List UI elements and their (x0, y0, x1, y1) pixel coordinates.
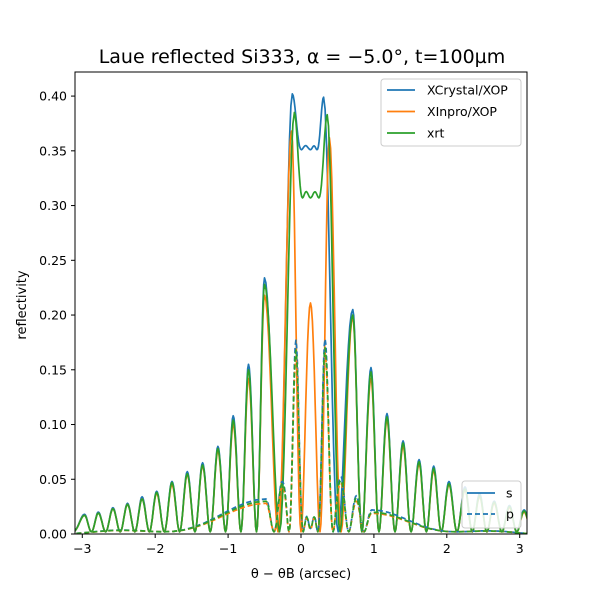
y-tick-label: 0.15 (39, 362, 67, 377)
x-tick-label: −3 (73, 541, 91, 556)
series-group (75, 93, 527, 534)
x-tick-label: 3 (516, 541, 524, 556)
chart-title: Laue reflected Si333, α = −5.0°, t=100µm (99, 46, 506, 68)
y-tick-label: 0.05 (39, 472, 67, 487)
y-tick-label: 0.40 (39, 89, 67, 104)
legend-label: p (506, 507, 514, 522)
y-axis-label: reflectivity (15, 270, 30, 340)
legend-series-box (380, 78, 522, 147)
axis-ticks: −3 −2 −1 0 1 2 3 0.00 0.05 0.10 0.15 0.20 0.25 0.30 0.… (39, 89, 524, 556)
x-tick-label: −2 (146, 541, 164, 556)
series-line-xrt-p (75, 347, 527, 534)
y-tick-label: 0.35 (39, 143, 67, 158)
x-tick-label: −1 (219, 541, 237, 556)
series-line-xcrystal-xop-s (75, 93, 527, 533)
y-tick-label: 0.20 (39, 308, 67, 323)
series-line-xrt-s (75, 111, 527, 533)
legend-label: XInpro/XOP (427, 104, 497, 119)
x-tick-label: 1 (370, 541, 378, 556)
y-tick-label: 0.00 (39, 527, 67, 542)
legend-series: XCrystal/XOP XInpro/XOP xrt (380, 78, 522, 147)
x-tick-label: 0 (297, 541, 305, 556)
y-tick-label: 0.30 (39, 198, 67, 213)
legend-polarization: sp (461, 480, 522, 529)
legend-label: xrt (427, 126, 445, 141)
x-tick-label: 2 (443, 541, 451, 556)
x-axis-label: θ − θB (arcsec) (251, 567, 351, 582)
y-tick-label: 0.10 (39, 417, 67, 432)
y-tick-label: 0.25 (39, 253, 67, 268)
legend-label: XCrystal/XOP (427, 83, 508, 98)
legend-label: s (506, 486, 513, 501)
